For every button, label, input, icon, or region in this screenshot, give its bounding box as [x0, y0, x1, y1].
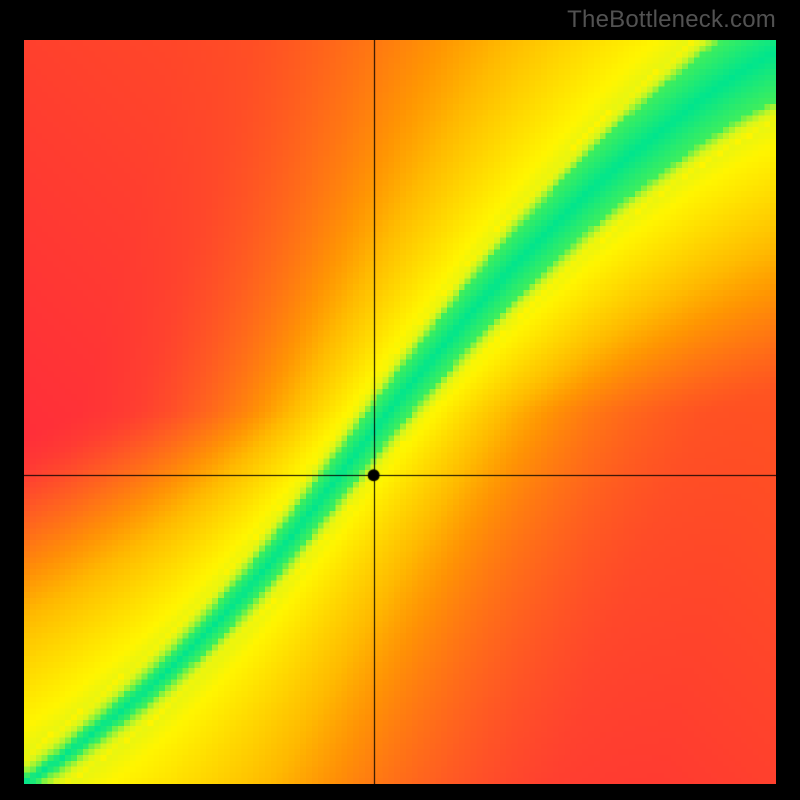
chart-stage: TheBottleneck.com [0, 0, 800, 800]
crosshair-overlay [24, 40, 776, 784]
watermark-text: TheBottleneck.com [567, 6, 776, 34]
